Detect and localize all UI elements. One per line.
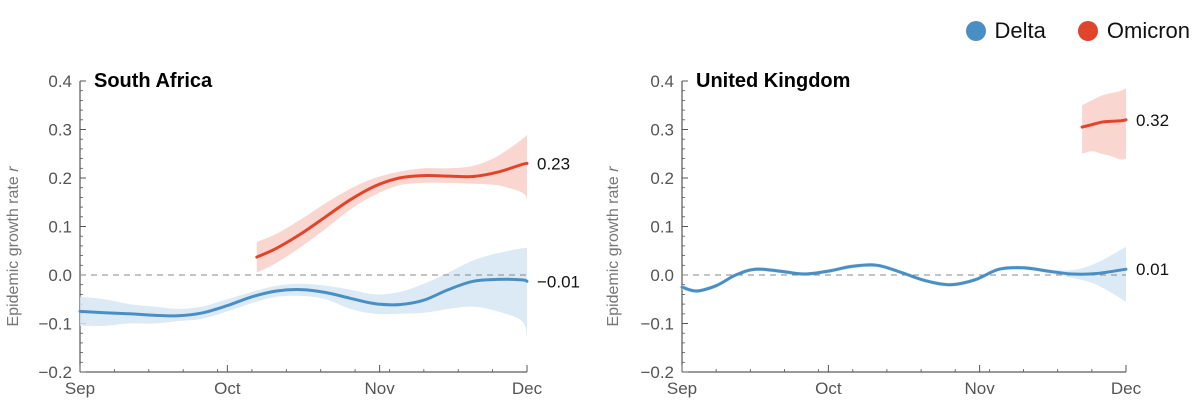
y-tick-label: 0.1 <box>48 218 72 237</box>
y-tick-label: 0.4 <box>48 72 72 91</box>
delta-dot-icon <box>965 21 986 41</box>
y-tick-label: −0.1 <box>38 315 72 334</box>
omicron-confidence-band <box>1082 88 1126 160</box>
omicron-line <box>1080 118 1128 129</box>
delta-end-label: −0.01 <box>537 272 580 291</box>
y-tick-label: 0.4 <box>650 72 674 91</box>
omicron-line <box>255 161 529 259</box>
y-tick-label: 0.0 <box>48 266 72 285</box>
y-axis-label: Epidemic growth rate r <box>5 166 22 327</box>
legend-label-delta: Delta <box>994 18 1046 43</box>
y-tick-label: 0.2 <box>48 169 72 188</box>
y-tick-label: 0.3 <box>48 121 72 140</box>
omicron-confidence-band <box>256 134 527 273</box>
legend-item-delta[interactable]: Delta <box>965 18 1046 44</box>
delta-line <box>680 263 1128 293</box>
y-tick-label: 0.0 <box>650 266 674 285</box>
y-tick-label: −0.1 <box>640 315 674 334</box>
legend: Delta Omicron <box>965 18 1190 44</box>
y-tick-label: 0.3 <box>650 121 674 140</box>
y-tick-label: −0.2 <box>38 363 72 382</box>
x-tick-label: Sep <box>65 379 95 398</box>
legend-label-omicron: Omicron <box>1106 18 1190 43</box>
omicron-end-label: 0.23 <box>537 154 570 173</box>
x-tick-label: Oct <box>214 379 241 398</box>
x-tick-label: Nov <box>965 379 996 398</box>
legend-item-omicron[interactable]: Omicron <box>1077 18 1190 44</box>
panel-title: United Kingdom <box>696 70 850 92</box>
x-tick-label: Dec <box>512 379 543 398</box>
delta-end-label: 0.01 <box>1136 260 1169 279</box>
y-tick-label: 0.1 <box>650 218 674 237</box>
y-axis-label-variable: r <box>605 166 622 172</box>
omicron-end-label: 0.32 <box>1136 111 1169 130</box>
y-tick-label: −0.2 <box>640 363 674 382</box>
y-tick-label: 0.2 <box>650 169 674 188</box>
panel-title: South Africa <box>94 70 213 92</box>
y-axis-label-variable: r <box>5 166 22 172</box>
x-tick-label: Oct <box>815 379 842 398</box>
delta-line <box>78 277 529 318</box>
x-tick-label: Dec <box>1111 379 1142 398</box>
delta-confidence-band <box>80 247 527 339</box>
y-axis-label: Epidemic growth rate r <box>605 166 622 327</box>
x-tick-label: Sep <box>667 379 697 398</box>
omicron-dot-icon <box>1077 21 1098 41</box>
x-tick-label: Nov <box>365 379 396 398</box>
